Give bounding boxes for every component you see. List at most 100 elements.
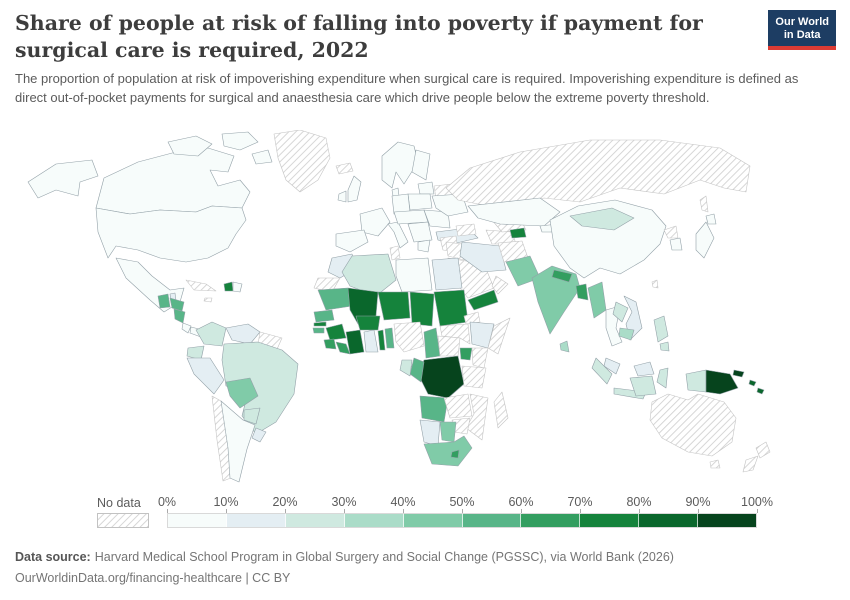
legend-segment[interactable] <box>403 514 463 527</box>
country-libya[interactable] <box>395 257 433 293</box>
country-togo[interactable] <box>377 329 386 351</box>
country-gabon[interactable] <box>399 359 413 377</box>
country-bangladesh[interactable] <box>575 283 589 301</box>
country-japan[interactable] <box>695 221 715 259</box>
country-sierra-leone[interactable] <box>323 338 337 350</box>
country-mongolia[interactable] <box>569 207 635 231</box>
country-malaysia[interactable] <box>603 357 621 375</box>
country-gambia[interactable] <box>313 321 327 327</box>
country-costa-rica[interactable] <box>181 322 192 334</box>
country-lesotho[interactable] <box>450 449 460 459</box>
country-ireland[interactable] <box>337 190 347 203</box>
country-new-zealand-north[interactable] <box>755 441 771 459</box>
country-cambodia[interactable] <box>618 327 635 341</box>
country-zambia[interactable] <box>443 393 473 419</box>
country-north-korea[interactable] <box>663 225 679 239</box>
country-central-europe[interactable] <box>393 209 429 225</box>
country-cuba[interactable] <box>185 279 217 292</box>
country-iran[interactable] <box>459 241 507 273</box>
country-botswana[interactable] <box>439 421 457 443</box>
country-baltics[interactable] <box>417 181 435 195</box>
country-angola[interactable] <box>419 395 449 423</box>
country-poland[interactable] <box>407 193 433 211</box>
country-cote-divoire[interactable] <box>345 329 365 355</box>
owid-logo[interactable]: Our World in Data <box>768 10 836 51</box>
country-uganda[interactable] <box>459 347 473 361</box>
country-venezuela[interactable] <box>225 323 261 345</box>
country-caucasus[interactable] <box>455 223 477 237</box>
country-malaysia-borneo[interactable] <box>633 361 655 377</box>
country-burkina-faso[interactable] <box>355 315 381 331</box>
country-iberia[interactable] <box>335 229 369 253</box>
country-tanzania[interactable] <box>461 365 487 389</box>
country-greenland[interactable] <box>273 130 331 193</box>
country-central-african-republic[interactable] <box>437 335 461 357</box>
country-peru[interactable] <box>186 357 225 395</box>
country-usa[interactable] <box>95 205 247 263</box>
country-madagascar[interactable] <box>493 391 509 429</box>
country-guinea[interactable] <box>325 323 347 341</box>
legend-segment[interactable] <box>344 514 404 527</box>
country-yemen[interactable] <box>467 289 499 311</box>
legend-segment[interactable] <box>639 514 699 527</box>
country-greece[interactable] <box>417 239 431 253</box>
country-iceland[interactable] <box>335 162 354 175</box>
country-kenya[interactable] <box>471 347 489 369</box>
country-indonesia-sumatra[interactable] <box>591 357 613 385</box>
country-indonesia-papua[interactable] <box>685 369 707 393</box>
legend-no-data-swatch[interactable] <box>97 513 149 528</box>
country-bolivia[interactable] <box>225 377 259 409</box>
country-australia[interactable] <box>649 393 737 457</box>
country-sri-lanka[interactable] <box>559 340 570 353</box>
country-romania[interactable] <box>423 209 451 229</box>
country-tasmania[interactable] <box>709 459 721 469</box>
country-nigeria[interactable] <box>393 321 425 353</box>
country-philippines[interactable] <box>653 315 669 343</box>
country-japan-hokkaido[interactable] <box>705 213 717 225</box>
country-honduras[interactable] <box>169 297 185 312</box>
legend-segment[interactable] <box>226 514 286 527</box>
country-mozambique[interactable] <box>465 393 489 441</box>
legend-segment[interactable] <box>580 514 640 527</box>
country-dr-congo[interactable] <box>417 355 465 399</box>
legend-segment[interactable] <box>462 514 522 527</box>
country-benin[interactable] <box>384 327 395 349</box>
country-new-britain[interactable] <box>732 369 745 378</box>
footer-link[interactable]: OurWorldinData.org/financing-healthcare … <box>15 570 291 585</box>
country-congo[interactable] <box>409 357 425 383</box>
country-taiwan[interactable] <box>651 279 659 289</box>
country-nicaragua[interactable] <box>173 308 186 324</box>
country-canada-arctic-3[interactable] <box>251 149 273 165</box>
country-myanmar[interactable] <box>587 281 607 319</box>
country-denmark[interactable] <box>391 187 400 197</box>
country-guinea-bissau[interactable] <box>312 327 325 334</box>
country-alaska[interactable] <box>27 159 99 199</box>
country-south-africa[interactable] <box>423 435 473 467</box>
country-paraguay[interactable] <box>243 407 261 425</box>
country-cameroon[interactable] <box>423 327 441 359</box>
country-papua-new-guinea[interactable] <box>705 369 739 395</box>
country-colombia[interactable] <box>195 321 227 347</box>
legend-segment[interactable] <box>285 514 345 527</box>
country-eritrea[interactable] <box>463 311 481 325</box>
country-ghana[interactable] <box>363 329 379 353</box>
country-nepal[interactable] <box>551 269 573 283</box>
country-brazil[interactable] <box>221 341 299 435</box>
country-chad[interactable] <box>409 291 435 327</box>
country-canada-arctic-1[interactable] <box>167 135 213 157</box>
country-tunisia[interactable] <box>389 245 401 261</box>
country-uk[interactable] <box>347 175 362 203</box>
country-philippines-mindanao[interactable] <box>659 341 670 352</box>
country-laos[interactable] <box>612 301 629 323</box>
country-norway-sweden[interactable] <box>381 141 419 189</box>
legend-segment[interactable] <box>168 514 227 527</box>
country-indonesia-sulawesi[interactable] <box>656 367 669 389</box>
country-somalia[interactable] <box>487 317 511 355</box>
country-canada[interactable] <box>95 147 251 215</box>
legend-segment[interactable] <box>521 514 581 527</box>
country-india[interactable] <box>531 265 581 335</box>
country-south-sudan[interactable] <box>439 323 471 345</box>
country-guatemala[interactable] <box>157 293 171 309</box>
country-uruguay[interactable] <box>251 427 267 443</box>
country-italy[interactable] <box>387 221 409 249</box>
